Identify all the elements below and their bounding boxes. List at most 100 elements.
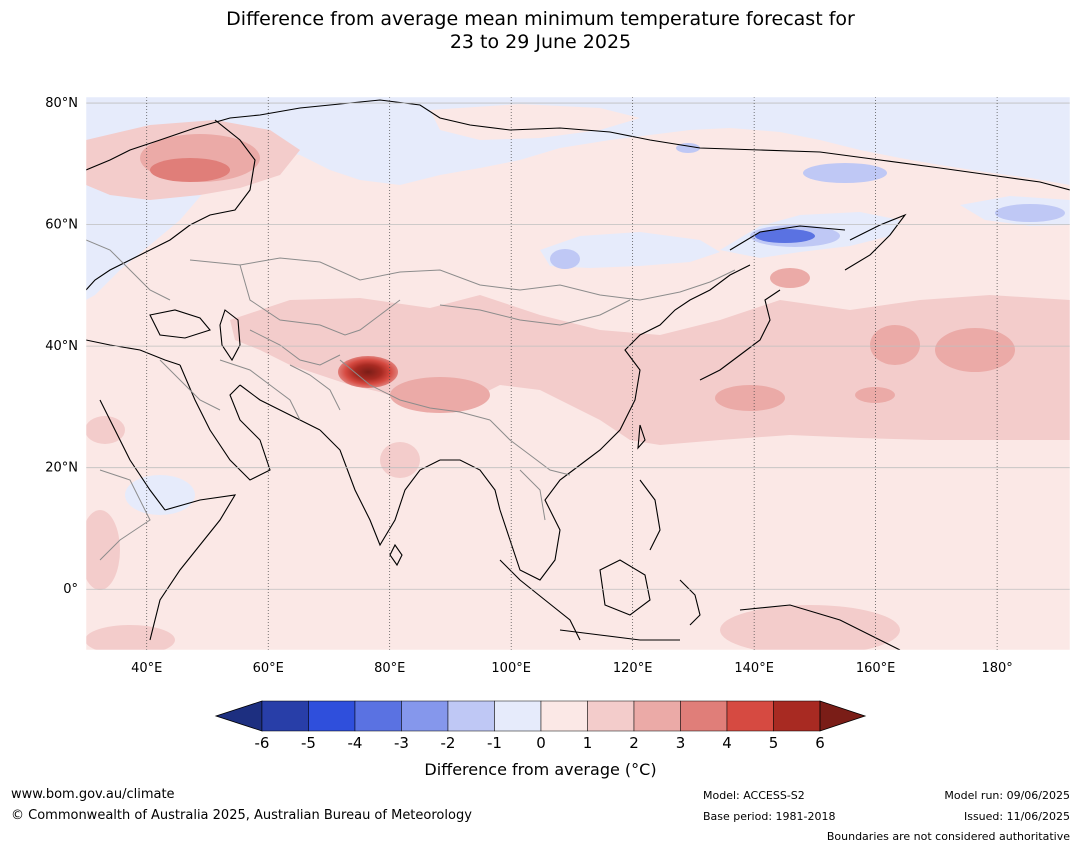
lat-tick-label-0: 80°N — [45, 96, 78, 111]
map-frame — [85, 96, 1071, 651]
colorbar-swatch-1 — [308, 700, 356, 732]
anomaly-core-cool-2 — [995, 204, 1065, 222]
coast-bay-of-bengal — [440, 459, 501, 511]
longitude-labels: 40°E 60°E 80°E 100°E 120°E 140°E 160°E 180° — [131, 661, 1013, 676]
colorbar-swatch-2 — [354, 700, 402, 732]
colorbar-tick-0: -6 — [255, 734, 270, 752]
colorbar-tick-3: -3 — [394, 734, 409, 752]
map-title-line-1: Difference from average mean minimum tem… — [226, 8, 855, 30]
coast-java — [559, 629, 680, 641]
colorbar-swatch-0 — [261, 700, 309, 732]
footer-issued: Issued: 11/06/2025 — [963, 810, 1070, 823]
border-africa — [99, 469, 151, 561]
border-china-mongolia — [439, 299, 631, 326]
colorbar-tick-12: 6 — [815, 734, 825, 752]
colorbar: -6 -5 -4 -3 -2 -1 0 1 2 3 4 5 6 — [214, 700, 867, 752]
anomaly-hotspot-karakoram — [338, 356, 398, 388]
temperature-field — [86, 97, 1070, 650]
coast-arabia — [179, 364, 271, 481]
lat-tick-label-3: 20°N — [45, 461, 78, 476]
colorbar-tick-11: 5 — [769, 734, 779, 752]
anomaly-zone-arabia-warm — [86, 416, 125, 444]
coast-china — [579, 264, 751, 466]
border-europe — [86, 239, 171, 301]
coast-okhotsk — [729, 225, 846, 251]
map-title: Difference from average mean minimum tem… — [0, 8, 1081, 54]
anomaly-zone-tibet-warm — [390, 377, 490, 413]
lat-tick-label-1: 60°N — [45, 218, 78, 233]
anomaly-zone-pacific-warm-3 — [715, 385, 785, 411]
colorbar-tick-1: -5 — [301, 734, 316, 752]
border-iran — [219, 359, 301, 421]
anomaly-zone-arctic-warm-patch — [430, 104, 640, 140]
footer-model: Model: ACCESS-S2 — [703, 789, 805, 802]
coast-sumatra — [499, 559, 581, 641]
anomaly-core-cool-1 — [803, 163, 887, 183]
lon-tick-label-1: 60°E — [253, 661, 284, 676]
colorbar-tick-4: -2 — [441, 734, 456, 752]
colorbar-extend-high — [819, 700, 867, 732]
anomaly-zone-okhotsk-warm — [770, 268, 810, 288]
border-southeast-asia — [489, 419, 571, 476]
lon-tick-label-5: 140°E — [734, 661, 774, 676]
coast-taiwan — [637, 424, 646, 450]
coast-sri-lanka — [389, 543, 403, 567]
footer-website: www.bom.gov.au/climate — [11, 787, 175, 802]
coastlines — [86, 99, 1070, 650]
colorbar-swatch-4 — [447, 700, 495, 732]
footer-copyright: © Commonwealth of Australia 2025, Austra… — [11, 808, 472, 823]
border-indochina — [519, 469, 546, 521]
colorbar-swatch-9 — [680, 700, 728, 732]
anomaly-zone-siberia-cool — [540, 232, 720, 268]
coast-new-guinea — [739, 604, 901, 650]
coast-borneo — [599, 559, 651, 616]
anomaly-zone-africa-warm — [86, 510, 120, 590]
anomaly-zone-pacific-warm-2 — [935, 328, 1015, 372]
colorbar-swatch-8 — [633, 700, 681, 732]
footer-base-period: Base period: 1981-2018 — [703, 810, 836, 823]
anomaly-zone-south-warm — [86, 625, 175, 650]
colorbar-swatch-11 — [773, 700, 821, 732]
map-title-line-2: 23 to 29 June 2025 — [449, 31, 632, 53]
coast-persian-gulf — [239, 384, 321, 431]
colorbar-tick-5: -1 — [487, 734, 502, 752]
anomaly-zone-arctic-cool — [86, 97, 1070, 300]
lat-tick-label-2: 40°N — [45, 339, 78, 354]
colorbar-tick-9: 3 — [676, 734, 686, 752]
footer-model-run: Model run: 09/06/2025 — [944, 789, 1070, 802]
coast-arctic — [86, 99, 1070, 191]
anomaly-zone-pacific-warm-4 — [855, 387, 895, 403]
anomaly-core-cool-5 — [550, 249, 580, 269]
lat-tick-label-4: 0° — [63, 582, 78, 597]
colorbar-swatch-6 — [540, 700, 588, 732]
lon-tick-label-2: 80°E — [374, 661, 405, 676]
coast-indochina — [499, 464, 581, 581]
coast-caspian — [219, 309, 241, 362]
coast-africa-east — [149, 494, 237, 641]
border-central-asia — [249, 329, 341, 366]
border-middle-east — [159, 359, 221, 411]
colorbar-swatch-10 — [726, 700, 774, 732]
graticule — [85, 96, 1071, 651]
anomaly-zone-red-sea-cool — [125, 475, 195, 515]
anomaly-zone-india-warm — [380, 442, 420, 478]
anomaly-zone-pacific-warm-1 — [870, 325, 920, 365]
coast-red-sea — [99, 399, 166, 511]
lon-tick-label-0: 40°E — [131, 661, 162, 676]
colorbar-tick-6: 0 — [536, 734, 546, 752]
anomaly-zone-scandinavia-warm-3 — [150, 158, 230, 182]
coast-sulawesi — [679, 579, 701, 626]
latitude-labels: 80°N 60°N 40°N 20°N 0° — [45, 96, 78, 597]
coast-baltic — [86, 249, 151, 291]
coast-india — [319, 429, 441, 547]
colorbar-extend-low — [214, 700, 263, 732]
colorbar-label: Difference from average (°C) — [424, 760, 657, 779]
coast-japan — [699, 289, 781, 381]
colorbar-tick-2: -4 — [348, 734, 363, 752]
colorbar-swatch-5 — [494, 700, 542, 732]
lon-tick-label-7: 180° — [981, 661, 1012, 676]
anomaly-core-cool-4 — [755, 229, 815, 243]
anomaly-zone-new-guinea-warm — [720, 605, 900, 650]
political-borders — [86, 239, 736, 561]
